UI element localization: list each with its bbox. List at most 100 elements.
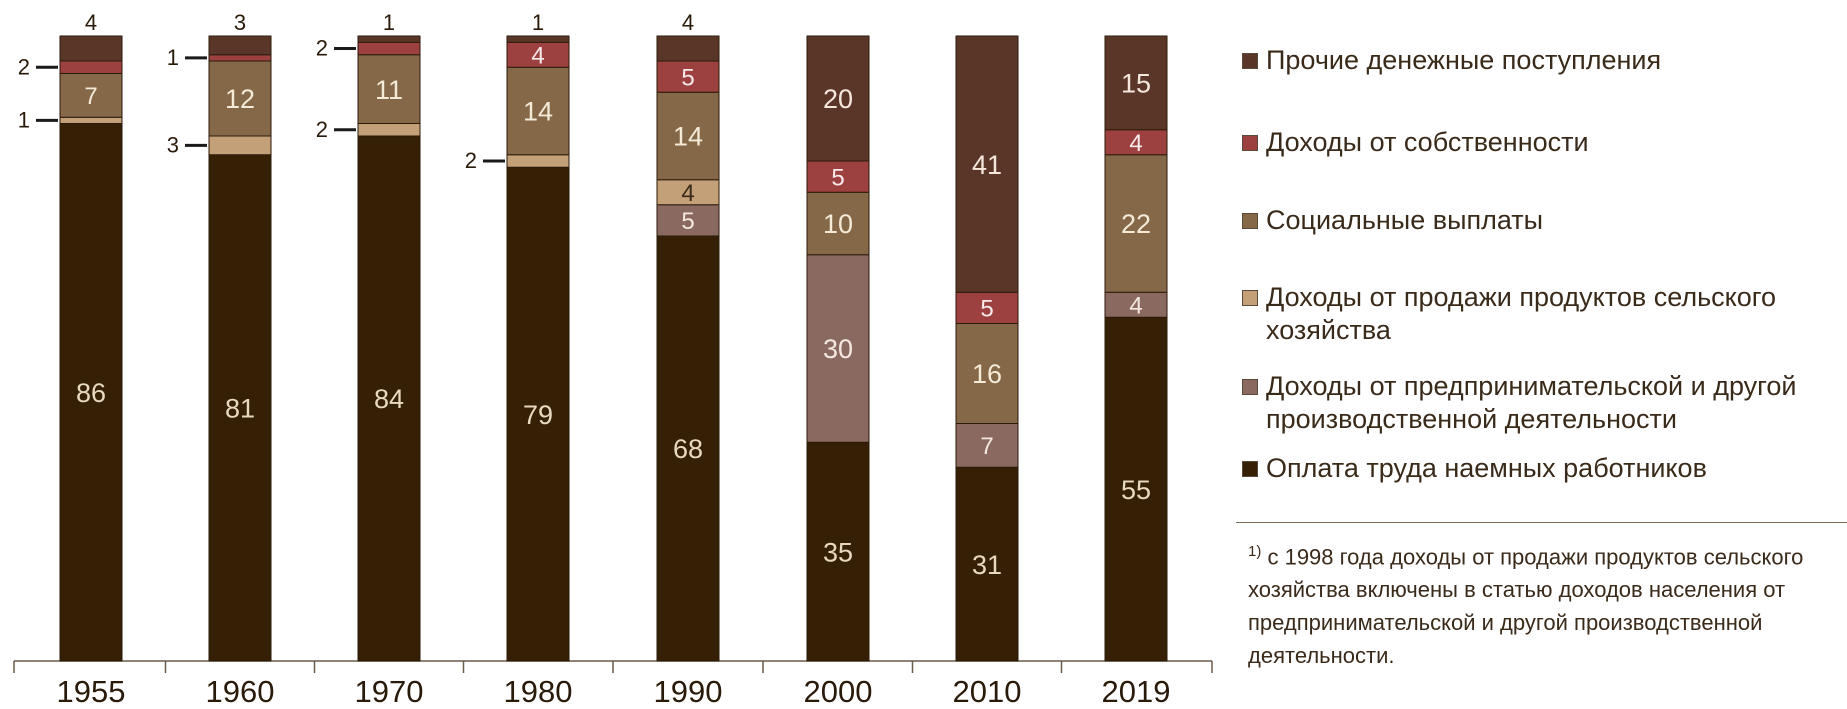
data-label: 3 <box>167 132 179 157</box>
bar-segment <box>955 423 1019 468</box>
bar-segment <box>59 35 123 62</box>
data-label: 22 <box>1121 209 1151 239</box>
bar-segment <box>1104 35 1168 131</box>
legend-label: Оплата труда наемных работников <box>1266 453 1707 483</box>
bar-segment <box>806 254 870 443</box>
data-label: 4 <box>681 180 694 207</box>
data-label: 4 <box>1129 130 1142 157</box>
legend-label: Доходы от предпринимательской и другой п… <box>1266 371 1797 434</box>
legend-item: Прочие денежные поступления <box>1242 44 1661 77</box>
data-label: 2 <box>18 54 30 79</box>
bar-segment <box>357 54 421 124</box>
data-label: 11 <box>375 75 403 105</box>
bar-segment <box>806 191 870 256</box>
data-label: 4 <box>85 10 97 35</box>
data-label: 7 <box>980 433 993 460</box>
bar-segment <box>208 35 272 56</box>
x-tick-label: 1960 <box>206 674 275 709</box>
bar-segment <box>806 160 870 193</box>
bar-segment <box>656 91 720 181</box>
bar-segment <box>59 116 123 124</box>
data-label: 5 <box>980 296 993 323</box>
data-label: 4 <box>682 10 694 35</box>
footnote-text: с 1998 года доходы от продажи продуктов … <box>1248 544 1804 669</box>
x-tick-label: 1990 <box>654 674 723 709</box>
data-label: 84 <box>374 384 404 414</box>
bar-segment <box>208 154 272 662</box>
legend-item: Оплата труда наемных работников <box>1242 452 1707 485</box>
data-label: 2 <box>316 36 328 61</box>
data-label: 16 <box>972 359 1002 389</box>
bar-segment <box>208 54 272 62</box>
data-label: 7 <box>84 83 97 110</box>
legend-swatch <box>1242 461 1258 477</box>
data-label: 1 <box>18 107 30 132</box>
legend-divider <box>1236 522 1847 523</box>
data-label: 1 <box>532 10 544 35</box>
bar-segment <box>955 35 1019 293</box>
data-label: 15 <box>1121 69 1151 99</box>
data-label: 81 <box>225 394 255 424</box>
data-label: 79 <box>523 400 553 430</box>
data-label: 2 <box>465 148 477 173</box>
legend-swatch <box>1242 53 1258 69</box>
x-tick-label: 2010 <box>953 674 1022 709</box>
footnote-marker: 1) <box>1248 543 1262 560</box>
legend-item: Доходы от предпринимательской и другой п… <box>1242 370 1842 436</box>
data-label: 30 <box>823 334 853 364</box>
bar-segment <box>357 35 421 43</box>
data-label: 10 <box>823 209 853 239</box>
bar-segment <box>656 235 720 662</box>
bar-segment <box>806 441 870 662</box>
data-label: 14 <box>523 97 553 127</box>
legend-label: Прочие денежные поступления <box>1266 45 1662 75</box>
x-tick-label: 1955 <box>57 674 126 709</box>
bar-segment <box>955 291 1019 324</box>
legend-label: Доходы от продажи продуктов сельского хо… <box>1266 282 1777 345</box>
bar-segment <box>506 154 570 168</box>
bar-segment <box>357 41 421 56</box>
bar-segment <box>506 66 570 156</box>
bar-segment <box>1104 154 1168 293</box>
data-label: 68 <box>673 434 703 464</box>
data-label: 4 <box>1129 292 1142 319</box>
bar-segment <box>357 135 421 662</box>
x-tick-label: 2019 <box>1102 674 1171 709</box>
data-label: 20 <box>823 84 853 114</box>
legend-label: Социальные выплаты <box>1266 205 1544 235</box>
x-tick-label: 1980 <box>504 674 573 709</box>
data-label: 5 <box>681 208 694 235</box>
bar-segment <box>955 466 1019 662</box>
data-label: 5 <box>831 164 844 191</box>
bar-segment <box>208 135 272 156</box>
data-label: 35 <box>823 537 853 567</box>
x-tick-label: 2000 <box>804 674 873 709</box>
bar-segment <box>1104 316 1168 662</box>
data-label: 4 <box>531 42 544 69</box>
x-tick-label: 1970 <box>355 674 424 709</box>
bar-segment <box>506 35 570 43</box>
legend-item: Доходы от продажи продуктов сельского хо… <box>1242 281 1842 347</box>
bar-segment <box>59 60 123 74</box>
bar-segment <box>506 166 570 662</box>
data-label: 5 <box>681 64 694 91</box>
legend-item: Доходы от собственности <box>1242 126 1589 159</box>
data-label: 1 <box>383 10 395 35</box>
legend-label: Доходы от собственности <box>1266 127 1589 157</box>
data-label: 14 <box>673 122 703 152</box>
data-label: 12 <box>225 84 255 114</box>
bar-segment <box>806 35 870 162</box>
footnote: 1) с 1998 года доходы от продажи продукт… <box>1248 535 1838 672</box>
data-label: 41 <box>972 150 1002 180</box>
legend-swatch <box>1242 213 1258 229</box>
data-label: 1 <box>167 45 179 70</box>
bar-segment <box>357 123 421 137</box>
bar-segment <box>656 179 720 206</box>
bar-segment <box>656 204 720 237</box>
data-label: 2 <box>316 117 328 142</box>
legend-swatch <box>1242 379 1258 395</box>
data-label: 31 <box>972 550 1002 580</box>
legend-swatch <box>1242 135 1258 151</box>
legend-item: Социальные выплаты <box>1242 204 1543 237</box>
